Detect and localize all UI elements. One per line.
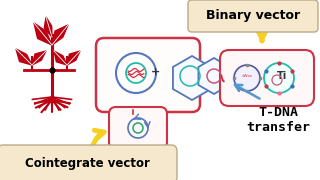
- Polygon shape: [16, 49, 32, 65]
- FancyBboxPatch shape: [96, 38, 200, 112]
- Polygon shape: [52, 25, 68, 45]
- Circle shape: [264, 63, 294, 93]
- Text: vWss: vWss: [242, 74, 252, 78]
- Polygon shape: [198, 58, 229, 94]
- Polygon shape: [173, 56, 211, 100]
- Circle shape: [234, 65, 260, 91]
- FancyBboxPatch shape: [188, 0, 318, 32]
- Text: Ti: Ti: [277, 71, 287, 81]
- Text: T-DNA
transfer: T-DNA transfer: [246, 106, 310, 134]
- Text: +: +: [151, 67, 161, 77]
- Polygon shape: [34, 23, 52, 45]
- Polygon shape: [54, 51, 67, 65]
- FancyBboxPatch shape: [220, 50, 314, 106]
- Polygon shape: [32, 51, 46, 65]
- Text: Binary vector: Binary vector: [206, 10, 300, 22]
- Polygon shape: [67, 51, 80, 65]
- FancyBboxPatch shape: [109, 107, 167, 149]
- Polygon shape: [44, 17, 52, 37]
- FancyBboxPatch shape: [0, 145, 177, 180]
- Text: Cointegrate vector: Cointegrate vector: [25, 158, 149, 170]
